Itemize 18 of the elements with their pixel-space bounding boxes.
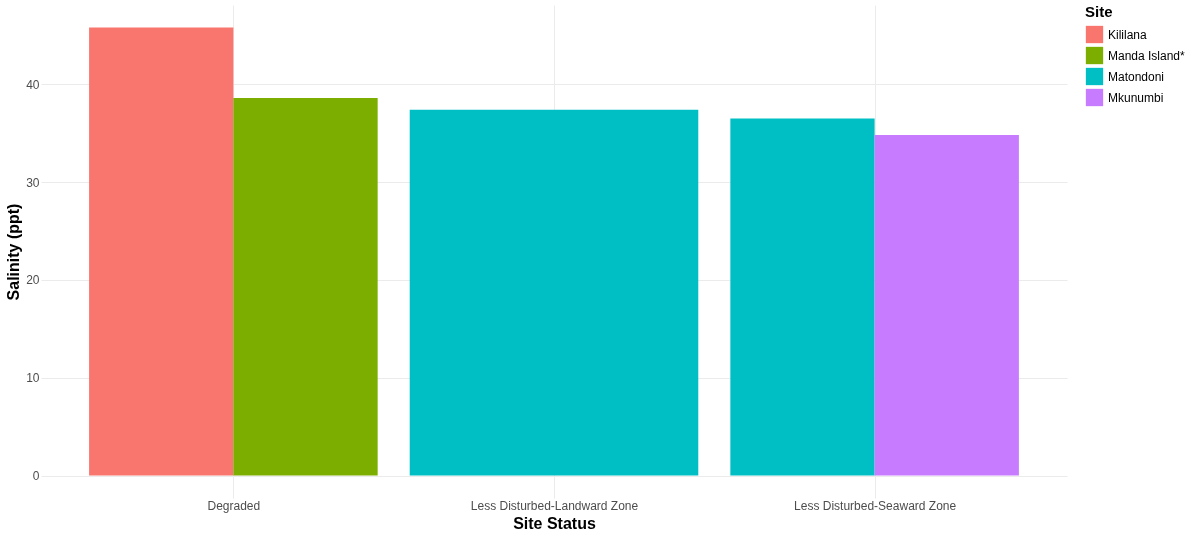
y-tick-label: 40 bbox=[26, 77, 40, 92]
bar bbox=[89, 27, 234, 476]
y-tick-label: 30 bbox=[26, 175, 40, 190]
bar bbox=[874, 135, 1019, 476]
legend-label: Kililana bbox=[1108, 27, 1148, 42]
x-tick-label: Degraded bbox=[207, 498, 261, 513]
x-tick-label: Less Disturbed-Landward Zone bbox=[470, 498, 639, 513]
y-axis-title: Salinity (ppt) bbox=[5, 203, 23, 301]
legend-label: Matondoni bbox=[1108, 69, 1165, 84]
x-tick-label: Less Disturbed-Seaward Zone bbox=[794, 498, 957, 513]
bar bbox=[233, 97, 378, 476]
legend-label: Manda Island* bbox=[1108, 48, 1186, 63]
y-tick-label: 20 bbox=[26, 273, 40, 288]
y-tick-label: 10 bbox=[26, 371, 40, 386]
legend-title: Site bbox=[1085, 3, 1113, 20]
legend-label: Mkunumbi bbox=[1108, 90, 1164, 105]
y-tick-label: 0 bbox=[32, 469, 40, 483]
x-axis-title: Site Status bbox=[513, 514, 596, 532]
